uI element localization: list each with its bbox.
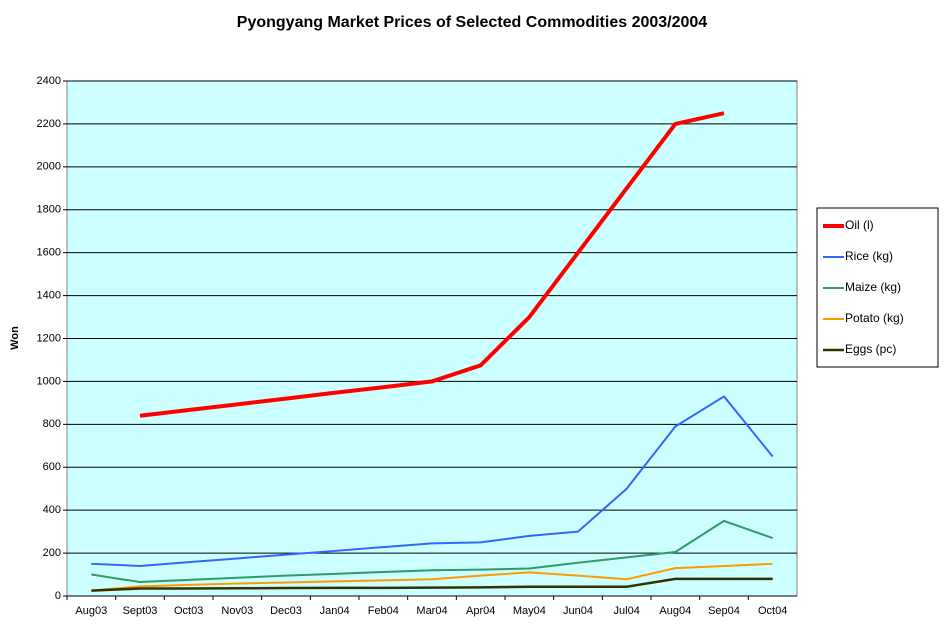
series-line bbox=[91, 519, 773, 584]
legend-label: Oil (l) bbox=[845, 218, 874, 232]
series-line bbox=[139, 111, 725, 418]
y-tick-label: 200 bbox=[43, 547, 61, 559]
x-tick-label: Oct03 bbox=[174, 605, 203, 617]
legend-label: Eggs (pc) bbox=[845, 342, 896, 356]
x-tick-label: Jul04 bbox=[614, 605, 640, 617]
y-tick-label: 800 bbox=[43, 418, 61, 430]
x-tick-label: Dec03 bbox=[270, 605, 302, 617]
x-tick-label: Jun04 bbox=[563, 605, 593, 617]
y-tick-label: 600 bbox=[43, 461, 61, 473]
x-tick-label: Nov03 bbox=[221, 605, 253, 617]
y-tick-label: 2000 bbox=[37, 161, 61, 173]
legend-label: Maize (kg) bbox=[845, 280, 901, 294]
legend-label: Potato (kg) bbox=[845, 311, 904, 325]
series-line bbox=[91, 395, 774, 567]
x-tick-label: Jan04 bbox=[320, 605, 350, 617]
y-axis-label: Won bbox=[9, 326, 21, 350]
y-tick-label: 1800 bbox=[37, 204, 61, 216]
x-tick-label: Feb04 bbox=[368, 605, 399, 617]
x-tick-label: Oct04 bbox=[758, 605, 787, 617]
x-tick-label: Sept03 bbox=[123, 605, 158, 617]
chart-title: Pyongyang Market Prices of Selected Comm… bbox=[237, 14, 708, 31]
x-tick-label: Apr04 bbox=[466, 605, 495, 617]
x-tick-label: Mar04 bbox=[416, 605, 447, 617]
x-tick-label: Aug04 bbox=[659, 605, 691, 617]
series-line bbox=[91, 577, 773, 592]
y-tick-label: 1200 bbox=[37, 332, 61, 344]
y-tick-label: 2200 bbox=[37, 118, 61, 130]
legend-label: Rice (kg) bbox=[845, 249, 893, 263]
x-tick-label: May04 bbox=[513, 605, 546, 617]
series-line bbox=[91, 562, 773, 592]
y-tick-label: 1000 bbox=[37, 375, 61, 387]
x-tick-label: Aug03 bbox=[75, 605, 107, 617]
y-tick-label: 2400 bbox=[37, 75, 61, 87]
y-tick-label: 1600 bbox=[37, 247, 61, 259]
x-tick-label: Sep04 bbox=[708, 605, 740, 617]
y-tick-label: 0 bbox=[55, 590, 61, 602]
y-tick-label: 1400 bbox=[37, 289, 61, 301]
y-tick-label: 400 bbox=[43, 504, 61, 516]
